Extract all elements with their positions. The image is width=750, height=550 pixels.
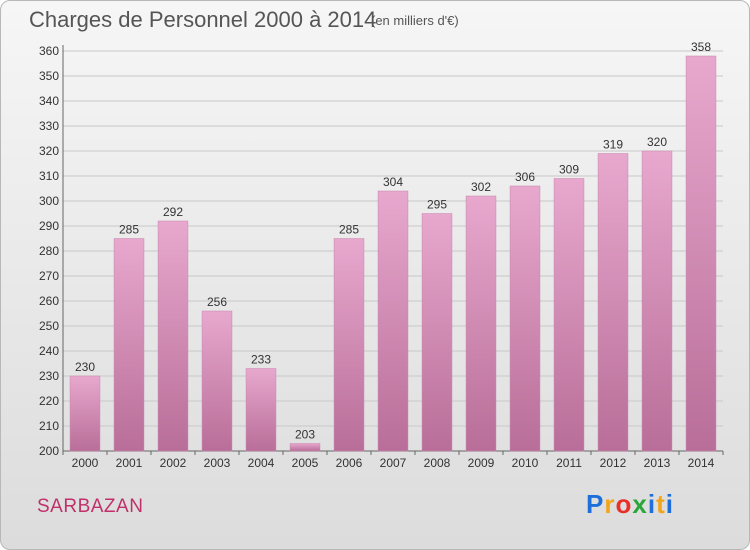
bar bbox=[69, 375, 101, 452]
x-tick-label: 2011 bbox=[556, 456, 582, 470]
x-tick-label: 2007 bbox=[380, 456, 407, 470]
bar-value-label: 309 bbox=[559, 163, 579, 177]
logo-letter: P bbox=[586, 489, 605, 519]
x-tick-label: 2013 bbox=[644, 456, 671, 470]
y-tick-label: 220 bbox=[39, 394, 59, 408]
bar-value-label: 292 bbox=[163, 205, 183, 219]
chart-title: Charges de Personnel 2000 à 2014 bbox=[29, 7, 377, 32]
bar bbox=[201, 310, 233, 452]
bar-value-label: 203 bbox=[295, 428, 315, 442]
bar bbox=[421, 213, 453, 452]
x-tick-label: 2014 bbox=[688, 456, 715, 470]
bar bbox=[377, 190, 409, 452]
bar-value-label: 358 bbox=[691, 40, 711, 54]
y-tick-label: 350 bbox=[39, 69, 59, 83]
bar bbox=[157, 220, 189, 452]
bar bbox=[509, 185, 541, 452]
bar bbox=[597, 153, 629, 452]
y-tick-label: 300 bbox=[39, 194, 59, 208]
y-tick-label: 200 bbox=[39, 444, 59, 458]
bar-value-label: 233 bbox=[251, 353, 271, 367]
y-tick-label: 330 bbox=[39, 119, 59, 133]
place-name: SARBAZAN bbox=[37, 496, 144, 517]
bar-value-label: 256 bbox=[207, 295, 227, 309]
bar bbox=[245, 368, 277, 452]
bar-value-label: 285 bbox=[339, 223, 359, 237]
x-tick-label: 2004 bbox=[248, 456, 275, 470]
bar-value-label: 319 bbox=[603, 138, 623, 152]
logo-letter: i bbox=[647, 489, 657, 519]
x-tick-label: 2006 bbox=[336, 456, 363, 470]
logo-letter: i bbox=[665, 489, 674, 519]
bar bbox=[289, 443, 321, 452]
bar bbox=[553, 178, 585, 452]
y-tick-label: 260 bbox=[39, 294, 59, 308]
logo-letter: t bbox=[656, 489, 666, 519]
y-tick-label: 240 bbox=[39, 344, 59, 358]
x-tick-label: 2005 bbox=[292, 456, 319, 470]
x-tick-label: 2008 bbox=[424, 456, 451, 470]
y-tick-label: 230 bbox=[39, 369, 59, 383]
y-tick-label: 310 bbox=[39, 169, 59, 183]
bar bbox=[113, 238, 145, 452]
bar-value-label: 306 bbox=[515, 170, 535, 184]
logo-letter: r bbox=[604, 489, 616, 519]
proxiti-logo[interactable]: Proxiti bbox=[586, 489, 674, 520]
y-tick-label: 320 bbox=[39, 144, 59, 158]
bar bbox=[465, 195, 497, 452]
y-tick-label: 280 bbox=[39, 244, 59, 258]
bar-value-label: 295 bbox=[427, 198, 447, 212]
x-tick-label: 2001 bbox=[116, 456, 143, 470]
x-tick-label: 2003 bbox=[204, 456, 231, 470]
x-tick-label: 2002 bbox=[160, 456, 187, 470]
bar bbox=[333, 238, 365, 452]
bar-value-label: 302 bbox=[471, 180, 491, 194]
bar-value-label: 320 bbox=[647, 135, 667, 149]
bar-value-label: 230 bbox=[75, 360, 95, 374]
chart-subtitle: (en milliers d'€) bbox=[371, 13, 459, 28]
x-tick-label: 2012 bbox=[600, 456, 627, 470]
y-tick-label: 340 bbox=[39, 94, 59, 108]
logo-letter: x bbox=[632, 489, 648, 519]
y-tick-label: 290 bbox=[39, 219, 59, 233]
x-tick-label: 2009 bbox=[468, 456, 495, 470]
y-tick-label: 250 bbox=[39, 319, 59, 333]
bar bbox=[685, 55, 717, 452]
x-tick-label: 2000 bbox=[72, 456, 99, 470]
y-tick-label: 270 bbox=[39, 269, 59, 283]
x-tick-label: 2010 bbox=[512, 456, 539, 470]
bar bbox=[641, 150, 673, 452]
bar-value-label: 304 bbox=[383, 175, 403, 189]
bar-value-label: 285 bbox=[119, 223, 139, 237]
y-tick-label: 210 bbox=[39, 419, 59, 433]
logo-letter: o bbox=[615, 489, 633, 519]
y-tick-label: 360 bbox=[39, 44, 59, 58]
